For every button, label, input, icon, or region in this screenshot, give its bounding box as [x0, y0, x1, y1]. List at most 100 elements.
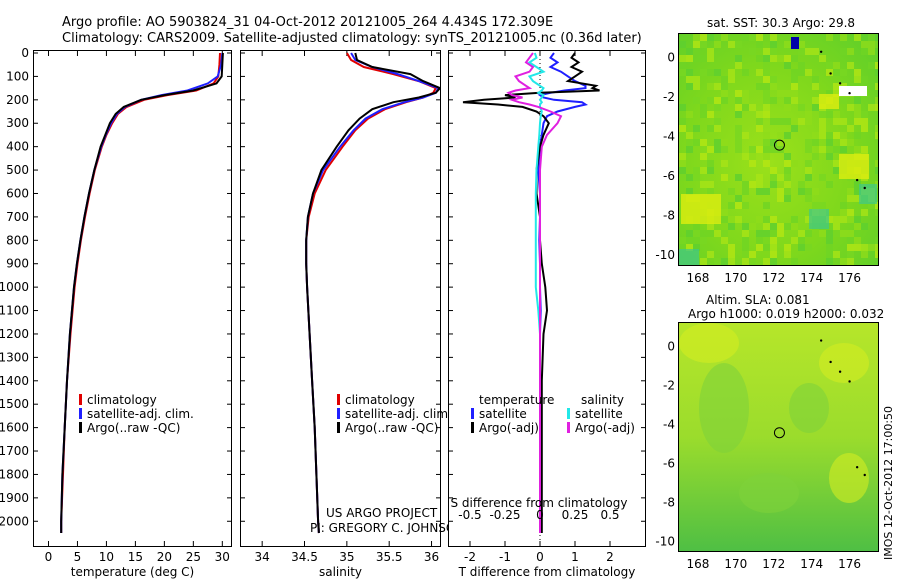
sst-cell	[777, 55, 784, 62]
sst-cell	[770, 251, 777, 258]
sst-cell	[784, 181, 791, 188]
sst-cell	[784, 41, 791, 48]
sst-cell	[840, 97, 847, 104]
sst-cell	[749, 146, 756, 153]
sst-cell	[707, 97, 714, 104]
sst-cell	[812, 83, 819, 90]
x-tick-label: 0	[536, 550, 544, 564]
sst-cell	[847, 48, 854, 55]
sst-cell	[770, 237, 777, 244]
sst-cell	[700, 55, 707, 62]
sst-cell	[721, 97, 728, 104]
map-lon-label: 168	[686, 557, 709, 571]
sst-cell	[840, 139, 847, 146]
sla-low	[699, 363, 749, 453]
sst-cell	[679, 153, 686, 160]
sst-cell	[812, 132, 819, 139]
sst-cell	[707, 34, 714, 41]
sla-low	[789, 383, 829, 433]
legend-label: satellite-adj. clim.	[345, 407, 452, 421]
sst-cell	[777, 223, 784, 230]
sst-cell	[840, 202, 847, 209]
legend-label: satellite	[479, 407, 527, 421]
sst-cell	[728, 251, 735, 258]
sst-cell	[833, 118, 840, 125]
series-line-magenta	[506, 52, 563, 533]
sst-cell	[770, 174, 777, 181]
sst-cell	[875, 160, 878, 167]
sst-cell	[742, 69, 749, 76]
sst-cell	[868, 48, 875, 55]
sst-cell	[714, 97, 721, 104]
sst-cell	[798, 69, 805, 76]
sst-cell	[875, 104, 878, 111]
x-tick-label: 20	[157, 550, 172, 564]
sst-cell	[868, 202, 875, 209]
sst-cell	[742, 230, 749, 237]
sst-cell	[833, 111, 840, 118]
sst-cell	[735, 55, 742, 62]
sst-cell	[826, 153, 833, 160]
sst-cell	[679, 118, 686, 125]
depth-tick-label: 2000	[0, 514, 29, 528]
sst-cell	[735, 125, 742, 132]
temperature-legend: climatology satellite-adj. clim. Argo(..…	[79, 393, 194, 435]
sst-cell	[805, 195, 812, 202]
sst-cell	[735, 111, 742, 118]
sst-cell	[707, 160, 714, 167]
sst-cell	[763, 132, 770, 139]
sst-cell	[756, 83, 763, 90]
island-dot	[838, 82, 842, 85]
salinity-panel: climatology satellite-adj. clim. Argo(..…	[240, 50, 464, 547]
legend-swatch-red	[79, 394, 82, 405]
sst-cool-patch	[859, 184, 877, 204]
depth-tick-label: 100	[6, 69, 29, 83]
sst-cell	[763, 188, 770, 195]
sst-cell	[777, 118, 784, 125]
x-tick-label: 1	[571, 550, 579, 564]
sst-cell	[784, 104, 791, 111]
legend-temperature-title: temperature	[479, 393, 555, 407]
sst-cell	[826, 230, 833, 237]
sst-cell	[791, 258, 798, 265]
map-lat-label: -2	[663, 378, 675, 392]
island-dot	[855, 466, 859, 469]
sst-cell	[707, 188, 714, 195]
sst-cell	[728, 244, 735, 251]
depth-tick-label: 0	[21, 46, 29, 60]
sst-cell	[826, 69, 833, 76]
x-tick-label: 35	[339, 550, 354, 564]
sst-cell	[798, 237, 805, 244]
sst-cell	[819, 230, 826, 237]
sst-cell	[693, 97, 700, 104]
sst-cell	[812, 202, 819, 209]
sst-cell	[875, 97, 878, 104]
sst-cell	[798, 118, 805, 125]
sst-cell	[756, 111, 763, 118]
sst-cell	[868, 34, 875, 41]
sst-cell	[826, 216, 833, 223]
sst-cell	[756, 237, 763, 244]
sst-cell	[875, 132, 878, 139]
sst-cell	[840, 146, 847, 153]
sst-cell	[721, 139, 728, 146]
sst-cell	[840, 69, 847, 76]
sst-cell	[756, 216, 763, 223]
legend-label: Argo(..raw -QC)	[345, 421, 439, 435]
series-line-cyan	[527, 52, 546, 533]
legend-salinity-title: salinity	[581, 393, 625, 407]
sst-cell	[784, 90, 791, 97]
depth-tick-label: 1900	[0, 491, 29, 505]
map-lon-label: 172	[762, 271, 785, 285]
x-axis-label: salinity	[319, 565, 362, 579]
sst-cell	[791, 83, 798, 90]
depth-tick-label: 1500	[0, 397, 29, 411]
sst-cell	[840, 118, 847, 125]
sst-cell	[784, 195, 791, 202]
sst-cell	[763, 111, 770, 118]
sst-cell	[756, 41, 763, 48]
sst-cell	[777, 181, 784, 188]
sst-cell	[770, 230, 777, 237]
sst-cell	[714, 104, 721, 111]
sla-map-subtitle: Argo h1000: 0.019 h2000: 0.032	[688, 307, 885, 321]
